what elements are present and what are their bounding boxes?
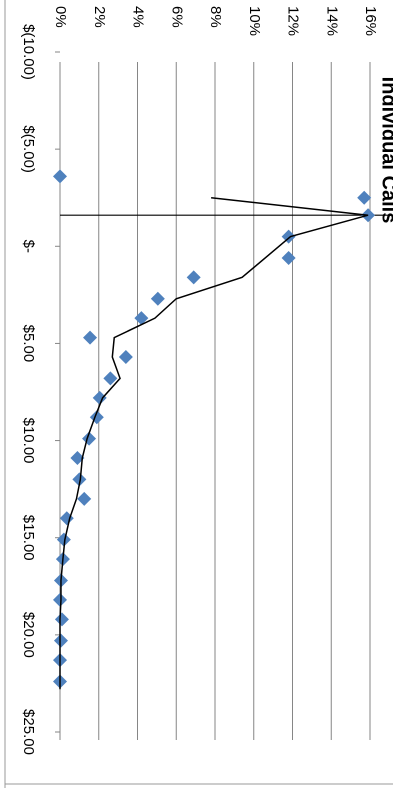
data-point	[357, 190, 372, 205]
x-tick-label: $10.00	[20, 418, 37, 464]
chart-title: Individual Calls	[378, 77, 393, 224]
x-tick-label: $(5.00)	[20, 125, 37, 173]
data-point	[186, 270, 201, 285]
data-point	[83, 330, 98, 345]
data-point	[134, 311, 149, 326]
data-point	[77, 491, 92, 506]
data-point	[92, 390, 107, 405]
y-tick-label: 12%	[285, 6, 302, 36]
y-tick-label: 10%	[246, 6, 263, 36]
y-tick-label: 16%	[362, 6, 379, 36]
data-point	[281, 250, 296, 265]
data-point	[70, 451, 85, 466]
x-tick-label: $15.00	[20, 515, 37, 561]
trend-line	[59, 196, 369, 690]
data-point	[53, 592, 67, 607]
data-point	[53, 169, 67, 184]
y-tick-label: 0%	[52, 6, 69, 28]
data-point	[56, 532, 71, 547]
x-tick-label: $5.00	[20, 325, 37, 363]
data-point	[54, 612, 69, 627]
x-tick-label: $20.00	[20, 612, 37, 658]
y-tick-label: 14%	[323, 6, 340, 36]
data-point	[53, 633, 68, 648]
y-tick-label: 6%	[168, 6, 185, 28]
data-point	[281, 229, 296, 244]
x-tick-label: $(10.00)	[20, 24, 37, 80]
x-tick-label: $25.00	[20, 709, 37, 755]
data-point	[150, 291, 165, 306]
data-point	[72, 472, 87, 487]
data-point	[103, 371, 118, 386]
x-tick-label: $-	[20, 240, 37, 253]
y-tick-label: 2%	[91, 6, 108, 28]
data-point	[118, 350, 133, 365]
y-tick-label: 8%	[207, 6, 224, 28]
y-tick-label: 4%	[130, 6, 147, 28]
